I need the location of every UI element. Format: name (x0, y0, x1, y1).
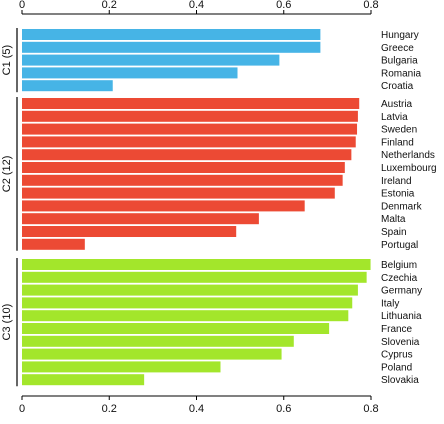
bar (22, 123, 358, 135)
tick-label: 0 (19, 403, 25, 415)
group-label: C1 (5) (1, 45, 13, 76)
category-label: Spain (381, 227, 407, 238)
category-label: Croatia (381, 81, 414, 92)
bar (22, 374, 145, 386)
bar (22, 80, 113, 92)
bar (22, 136, 356, 148)
tick-label: 0.6 (276, 403, 291, 415)
category-label: Finland (381, 137, 414, 148)
category-label: Portugal (381, 240, 418, 251)
group-label: C3 (10) (1, 304, 13, 341)
category-label: Ireland (381, 176, 412, 187)
bar (22, 297, 353, 309)
category-label: Cyprus (381, 350, 413, 361)
category-label: Romania (381, 68, 421, 79)
bar (22, 213, 259, 225)
bar (22, 54, 280, 66)
bar (22, 29, 321, 40)
bar (22, 41, 321, 53)
category-label: Luxembourg (381, 163, 437, 174)
bar (22, 226, 237, 237)
category-label: Bulgaria (381, 56, 418, 67)
tick-label: 0.8 (363, 0, 378, 11)
bar (22, 162, 345, 173)
tick-label: 0 (19, 0, 25, 11)
category-label: Netherlands (381, 150, 435, 161)
group-label: C2 (12) (1, 156, 13, 193)
category-label: Greece (381, 43, 414, 54)
bar (22, 98, 360, 109)
category-label: Lithuania (381, 311, 422, 322)
category-label: Belgium (381, 260, 417, 271)
category-label: Sweden (381, 125, 417, 136)
category-label: Slovenia (381, 337, 420, 348)
category-label: Italy (381, 298, 399, 309)
tick-label: 0.6 (276, 0, 291, 11)
bar (22, 335, 294, 347)
bar (22, 200, 305, 212)
bar (22, 67, 238, 79)
bar (22, 271, 367, 283)
bar (22, 238, 85, 250)
bar (22, 259, 371, 270)
tick-label: 0.8 (363, 403, 378, 415)
tick-label: 0.2 (102, 403, 117, 415)
bar (22, 310, 349, 322)
top-axis: 0 0.2 0.4 0.6 0.8 (19, 0, 379, 15)
category-label: Estonia (381, 189, 415, 200)
bar (22, 149, 352, 161)
bar (22, 110, 358, 122)
category-label: France (381, 324, 413, 335)
bottom-axis: 0 0.2 0.4 0.6 0.8 (19, 395, 379, 415)
bar (22, 361, 221, 373)
bar (22, 187, 335, 199)
tick-label: 0.4 (189, 403, 204, 415)
category-label: Czechia (381, 273, 418, 284)
bar (22, 323, 330, 334)
category-label: Poland (381, 362, 412, 373)
category-label: Hungary (381, 30, 419, 41)
bar (22, 174, 343, 186)
category-label: Denmark (381, 201, 423, 212)
tick-label: 0.2 (102, 0, 117, 11)
category-label: Slovakia (381, 375, 419, 386)
category-label: Austria (381, 99, 413, 110)
category-label: Latvia (381, 112, 408, 123)
bar (22, 284, 358, 296)
category-label: Germany (381, 286, 422, 297)
tick-label: 0.4 (189, 0, 204, 11)
category-label: Malta (381, 214, 406, 225)
bar (22, 348, 282, 360)
